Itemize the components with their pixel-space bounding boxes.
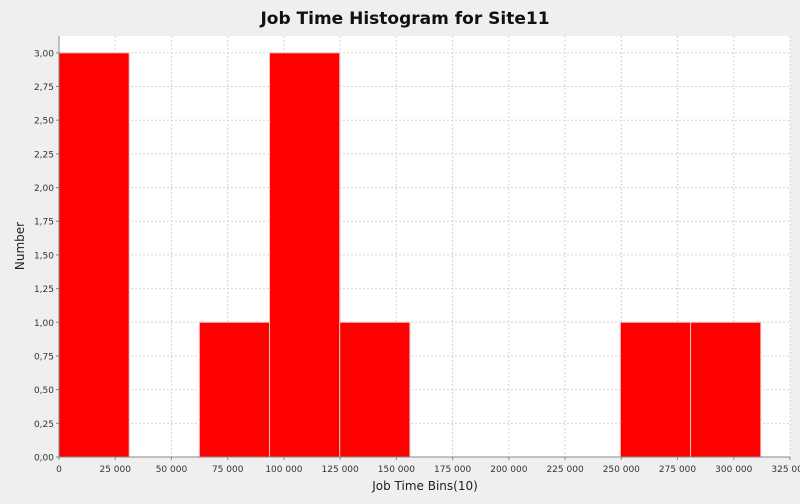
y-tick-label: 2,25 xyxy=(34,150,54,160)
x-tick-label: 100 000 xyxy=(265,465,302,475)
y-tick-label: 1,00 xyxy=(34,319,54,329)
x-tick-label: 250 000 xyxy=(603,465,640,475)
y-tick-label: 0,75 xyxy=(34,352,54,362)
y-tick-label: 2,50 xyxy=(34,117,54,127)
x-tick-label: 25 000 xyxy=(99,465,131,475)
x-tick-label: 275 000 xyxy=(659,465,696,475)
y-tick-label: 1,75 xyxy=(34,218,54,228)
histogram-bar xyxy=(690,321,762,458)
y-tick-label: 0,50 xyxy=(34,386,54,396)
y-tick-label: 2,00 xyxy=(34,184,54,194)
histogram-bars xyxy=(58,52,762,458)
axes: 0,00 0,25 0,50 0,75 1,00 1,25 1,50 1,75 2,00 2,25… xyxy=(34,36,800,475)
histogram-bar xyxy=(198,321,271,458)
x-tick-label: 200 000 xyxy=(490,465,527,475)
histogram-bar xyxy=(339,321,411,458)
x-tick-label: 175 000 xyxy=(434,465,471,475)
x-tick-label: 225 000 xyxy=(546,465,583,475)
y-tick-label: 0,00 xyxy=(34,454,54,464)
x-tick-label: 75 000 xyxy=(212,465,244,475)
histogram-bar xyxy=(269,52,341,458)
x-axis-label: Job Time Bins(10) xyxy=(371,479,478,493)
histogram-bar xyxy=(58,52,130,458)
x-tick-label: 50 000 xyxy=(156,465,188,475)
y-tick-label: 1,50 xyxy=(34,251,54,261)
x-tick-label: 325 000 xyxy=(771,465,800,475)
x-tick-label: 125 000 xyxy=(322,465,359,475)
y-tick-label: 2,75 xyxy=(34,83,54,93)
x-tick-label: 150 000 xyxy=(378,465,415,475)
chart-title: Job Time Histogram for Site11 xyxy=(259,9,549,29)
y-tick-label: 3,00 xyxy=(34,49,54,59)
x-tick-label: 300 000 xyxy=(715,465,752,475)
y-tick-label: 1,25 xyxy=(34,285,54,295)
y-tick-label: 0,25 xyxy=(34,420,54,430)
histogram-bar xyxy=(619,321,692,458)
x-tick-label: 0 xyxy=(56,465,62,475)
y-axis-label: Number xyxy=(13,222,27,270)
